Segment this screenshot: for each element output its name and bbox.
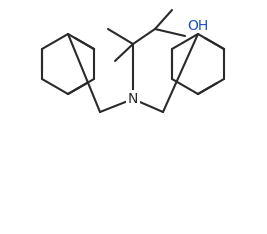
Text: N: N (128, 92, 138, 106)
Text: OH: OH (187, 19, 208, 33)
